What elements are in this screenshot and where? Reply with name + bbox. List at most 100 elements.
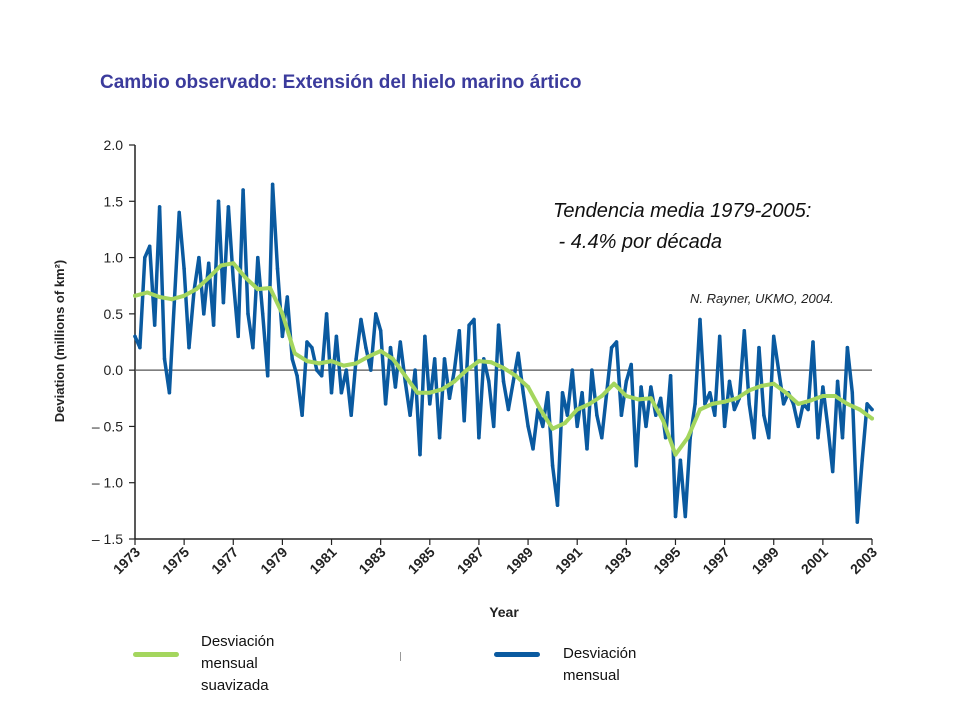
monthly-deviation-line-point — [762, 413, 766, 417]
monthly-deviation-line-point — [147, 244, 152, 249]
monthly-deviation-line-point — [339, 390, 344, 395]
smoothed-deviation-line-point — [415, 390, 420, 395]
x-tick-label: 1975 — [159, 544, 192, 577]
monthly-deviation-line-point — [732, 407, 737, 412]
x-tick-label: 1983 — [355, 544, 388, 577]
x-tick-label: 1977 — [208, 544, 241, 577]
smoothed-deviation-line-point — [255, 287, 260, 292]
monthly-deviation-line-point — [388, 345, 393, 350]
monthly-deviation-line-point — [614, 340, 619, 344]
smoothed-deviation-line-point — [157, 295, 162, 299]
x-tick-label: 1985 — [405, 544, 438, 577]
monthly-deviation-line-point — [870, 407, 874, 412]
smoothed-deviation-line-point — [243, 275, 248, 280]
monthly-deviation-line-point — [629, 362, 633, 367]
smoothed-deviation-line-point — [231, 261, 236, 266]
trend-annotation: Tendencia media 1979-2005: - 4.4% por dé… — [553, 196, 811, 258]
x-tick-label: 1995 — [650, 544, 683, 577]
monthly-deviation-line-point — [270, 182, 275, 187]
monthly-deviation-line-point — [241, 188, 245, 192]
monthly-deviation-line-point — [713, 413, 717, 417]
smoothed-deviation-line-point — [464, 368, 469, 373]
monthly-deviation-line-point — [403, 379, 407, 384]
monthly-deviation-line-point — [256, 255, 260, 260]
monthly-deviation-line-point — [575, 424, 579, 429]
monthly-deviation-line-point — [197, 255, 201, 260]
smoothed-deviation-line-point — [305, 359, 309, 364]
monthly-deviation-line-point — [138, 345, 142, 350]
smoothed-deviation-line-point — [796, 401, 801, 406]
smoothed-deviation-line-point — [206, 275, 211, 280]
monthly-deviation-line-point — [442, 357, 447, 361]
monthly-deviation-line-point — [639, 385, 643, 389]
smoothed-deviation-line-point — [710, 401, 715, 406]
monthly-deviation-line-point — [860, 458, 864, 462]
y-tick-label: 2.0 — [104, 137, 124, 153]
y-tick-label: 1.5 — [104, 193, 124, 209]
monthly-deviation-line-point — [324, 312, 329, 316]
smoothed-deviation-line-point — [513, 373, 518, 378]
monthly-deviation-line-point — [806, 407, 810, 412]
smoothed-deviation-line-point — [857, 407, 862, 412]
x-axis-label: Year — [489, 604, 519, 620]
monthly-deviation-line-point — [600, 435, 604, 440]
smoothed-deviation-line-point — [538, 407, 543, 412]
monthly-deviation-line-point — [658, 396, 663, 401]
monthly-deviation-line-point — [260, 312, 265, 316]
monthly-deviation-line-point — [290, 357, 294, 361]
smoothed-deviation-line-point — [833, 394, 838, 398]
monthly-deviation-line-point — [447, 396, 452, 401]
smoothed-deviation-line-point — [317, 361, 322, 366]
smoothed-deviation-line-point — [329, 359, 334, 364]
y-tick-label: – 1.5 — [92, 531, 123, 547]
monthly-deviation-line-point — [570, 368, 575, 372]
monthly-deviation-line-point — [285, 295, 290, 299]
monthly-deviation-line-point — [487, 379, 491, 384]
monthly-deviation-line-point — [472, 317, 476, 322]
x-tick-label: 1991 — [552, 544, 585, 577]
monthly-deviation-line-point — [850, 390, 855, 395]
smoothed-deviation-line-point — [820, 394, 825, 398]
monthly-deviation-line-point — [202, 312, 206, 316]
monthly-deviation-line-point — [369, 368, 373, 372]
smoothed-deviation-line-point — [562, 421, 567, 426]
smoothed-deviation-line-point — [268, 286, 273, 290]
monthly-deviation-line-point — [644, 424, 648, 429]
smoothed-deviation-line-point — [169, 297, 174, 302]
legend-label-smoothed: Desviación mensual suavizada — [201, 633, 275, 694]
monthly-deviation-line-point — [398, 340, 403, 344]
smoothed-deviation-line-point — [145, 290, 150, 295]
legend-swatch-monthly — [494, 652, 540, 657]
monthly-deviation-line-point — [663, 435, 668, 440]
smoothed-deviation-line-point — [587, 401, 592, 406]
monthly-deviation-line-point — [541, 424, 545, 429]
monthly-deviation-line-point — [393, 385, 398, 389]
smoothed-deviation-line-point — [685, 435, 690, 440]
x-tick-label: 1973 — [110, 544, 143, 577]
y-tick-label: – 0.5 — [92, 418, 123, 434]
monthly-deviation-line-point — [457, 328, 462, 333]
monthly-deviation-line-point — [668, 374, 673, 378]
monthly-deviation-line-point — [727, 379, 732, 384]
smoothed-deviation-line-point — [784, 390, 788, 395]
monthly-deviation-line-point — [383, 402, 388, 406]
smoothed-deviation-line-point — [636, 397, 641, 402]
monthly-deviation-line-point — [565, 413, 570, 417]
smoothed-deviation-line-point — [845, 401, 850, 406]
monthly-deviation-line-point — [511, 379, 516, 384]
smoothed-deviation-line-point — [390, 356, 395, 361]
monthly-deviation-line-point — [162, 357, 167, 361]
monthly-deviation-line-point — [143, 255, 147, 260]
y-axis-label: Deviation (millions of km²) — [52, 260, 67, 423]
monthly-deviation-line-point — [835, 379, 840, 384]
monthly-deviation-line-point — [545, 390, 550, 395]
smoothed-deviation-line-point — [341, 363, 346, 368]
monthly-deviation-line-point — [654, 413, 658, 417]
monthly-deviation-line-point — [206, 261, 211, 265]
monthly-deviation-line-point — [560, 390, 565, 395]
monthly-deviation-line-point — [428, 402, 432, 406]
monthly-deviation-line-point — [133, 334, 137, 339]
monthly-deviation-line-point — [830, 469, 835, 474]
smoothed-deviation-line-point — [501, 365, 506, 370]
monthly-deviation-line-point — [496, 323, 501, 327]
